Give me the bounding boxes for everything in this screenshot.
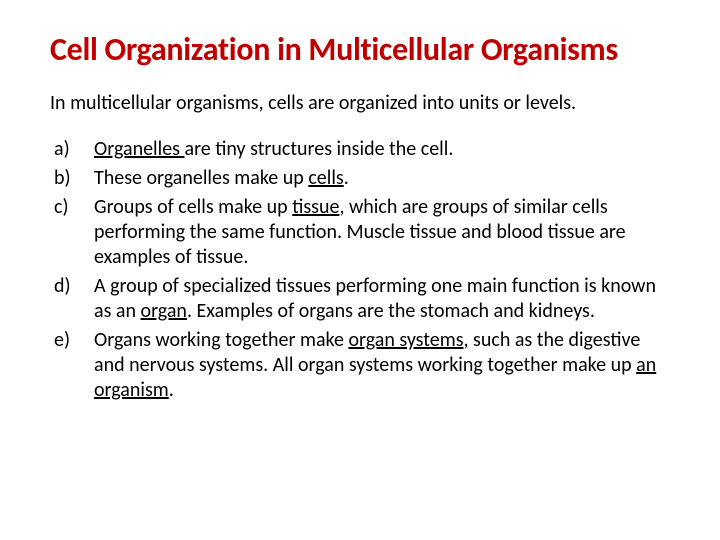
list-item: e)Organs working together make organ sys… — [54, 328, 670, 403]
text-run: These organelles make up — [94, 166, 308, 190]
list-content: These organelles make up cells. — [94, 166, 670, 191]
list-content: A group of specialized tissues performin… — [94, 274, 670, 324]
list-marker: e) — [54, 328, 94, 403]
list-content: Groups of cells make up tissue, which ar… — [94, 195, 670, 270]
ordered-list: a)Organelles are tiny structures inside … — [50, 137, 670, 403]
underlined-term: organ — [141, 299, 187, 323]
text-run: . — [344, 166, 349, 190]
slide-title: Cell Organization in Multicellular Organ… — [50, 30, 670, 69]
slide: Cell Organization in Multicellular Organ… — [0, 0, 720, 437]
underlined-term: organ systems — [348, 328, 463, 352]
list-marker: a) — [54, 137, 94, 162]
text-run: . — [169, 378, 174, 402]
underlined-term: cells — [308, 166, 343, 190]
list-content: Organs working together make organ syste… — [94, 328, 670, 403]
list-marker: c) — [54, 195, 94, 270]
list-item: b)These organelles make up cells. — [54, 166, 670, 191]
list-content: Organelles are tiny structures inside th… — [94, 137, 670, 162]
list-marker: d) — [54, 274, 94, 324]
list-item: c)Groups of cells make up tissue, which … — [54, 195, 670, 270]
text-run: . Examples of organs are the stomach and… — [187, 299, 595, 323]
text-run: are tiny structures inside the cell. — [185, 137, 454, 161]
text-run: Groups of cells make up — [94, 195, 292, 219]
underlined-term: Organelles — [94, 137, 185, 161]
list-item: d)A group of specialized tissues perform… — [54, 274, 670, 324]
list-marker: b) — [54, 166, 94, 191]
underlined-term: tissue — [292, 195, 339, 219]
text-run: Organs working together make — [94, 328, 348, 352]
list-item: a)Organelles are tiny structures inside … — [54, 137, 670, 162]
intro-text: In multicellular organisms, cells are or… — [50, 91, 670, 115]
